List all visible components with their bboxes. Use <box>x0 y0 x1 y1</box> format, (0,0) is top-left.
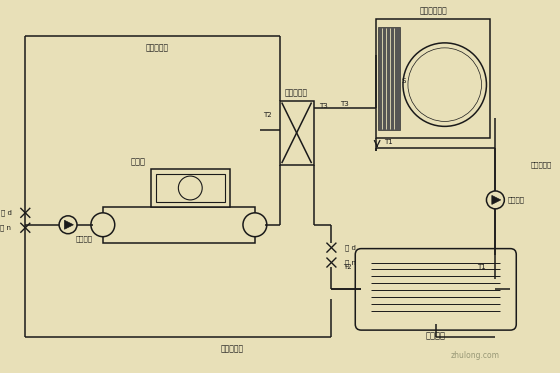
Bar <box>376 19 491 138</box>
Polygon shape <box>64 220 73 229</box>
FancyBboxPatch shape <box>355 249 516 330</box>
Text: 截冷剂回路: 截冷剂回路 <box>221 345 244 354</box>
Text: 制冷机: 制冷机 <box>130 158 145 167</box>
Text: T3: T3 <box>340 100 349 107</box>
Text: 板式换热器: 板式换热器 <box>285 88 308 97</box>
Text: 蓄冷装置: 蓄冷装置 <box>426 332 446 341</box>
Bar <box>280 101 314 165</box>
Circle shape <box>178 176 202 200</box>
Circle shape <box>487 191 505 209</box>
Circle shape <box>59 216 77 234</box>
Circle shape <box>403 43 487 126</box>
Text: zhulong.com: zhulong.com <box>451 351 500 360</box>
Circle shape <box>408 48 482 121</box>
Text: 截冷剂回路: 截冷剂回路 <box>146 43 169 52</box>
Text: 阀 n: 阀 n <box>346 259 356 266</box>
Circle shape <box>243 213 267 237</box>
Text: 截冷剂泵: 截冷剂泵 <box>76 235 93 242</box>
Bar <box>378 27 400 130</box>
Polygon shape <box>492 195 501 204</box>
Text: 冷冻水回路: 冷冻水回路 <box>530 162 552 169</box>
Text: 阀 n: 阀 n <box>1 225 11 231</box>
Text: 空气处理机组: 空气处理机组 <box>419 7 447 16</box>
Text: 阀 d: 阀 d <box>346 244 356 251</box>
Bar <box>151 169 230 207</box>
Text: T2: T2 <box>264 112 272 119</box>
Text: T2: T2 <box>343 263 352 270</box>
Circle shape <box>91 213 115 237</box>
Text: S: S <box>402 78 406 84</box>
Bar <box>156 174 225 202</box>
Text: T3: T3 <box>319 103 328 109</box>
Bar <box>103 207 255 243</box>
Text: T1: T1 <box>477 263 486 270</box>
Text: 阀 d: 阀 d <box>1 210 11 216</box>
Text: T1: T1 <box>384 139 393 145</box>
Text: 冷冻水泵: 冷冻水泵 <box>507 197 524 203</box>
